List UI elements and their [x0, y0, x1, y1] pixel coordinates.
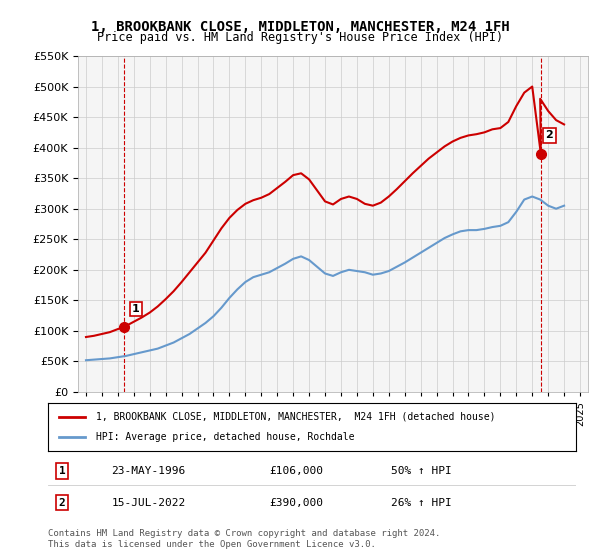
Text: 1, BROOKBANK CLOSE, MIDDLETON, MANCHESTER, M24 1FH: 1, BROOKBANK CLOSE, MIDDLETON, MANCHESTE…: [91, 20, 509, 34]
Text: Contains HM Land Registry data © Crown copyright and database right 2024.
This d: Contains HM Land Registry data © Crown c…: [48, 529, 440, 549]
Text: HPI: Average price, detached house, Rochdale: HPI: Average price, detached house, Roch…: [95, 432, 354, 442]
Text: 50% ↑ HPI: 50% ↑ HPI: [391, 466, 452, 476]
Text: 23-MAY-1996: 23-MAY-1996: [112, 466, 185, 476]
Text: 2: 2: [545, 130, 553, 141]
Text: £390,000: £390,000: [270, 498, 324, 507]
Text: 15-JUL-2022: 15-JUL-2022: [112, 498, 185, 507]
Text: 1, BROOKBANK CLOSE, MIDDLETON, MANCHESTER,  M24 1FH (detached house): 1, BROOKBANK CLOSE, MIDDLETON, MANCHESTE…: [95, 412, 495, 422]
Text: Price paid vs. HM Land Registry's House Price Index (HPI): Price paid vs. HM Land Registry's House …: [97, 31, 503, 44]
Text: 26% ↑ HPI: 26% ↑ HPI: [391, 498, 452, 507]
Text: 2: 2: [59, 498, 65, 507]
Text: 1: 1: [132, 304, 140, 314]
Text: £106,000: £106,000: [270, 466, 324, 476]
Text: 1: 1: [59, 466, 65, 476]
